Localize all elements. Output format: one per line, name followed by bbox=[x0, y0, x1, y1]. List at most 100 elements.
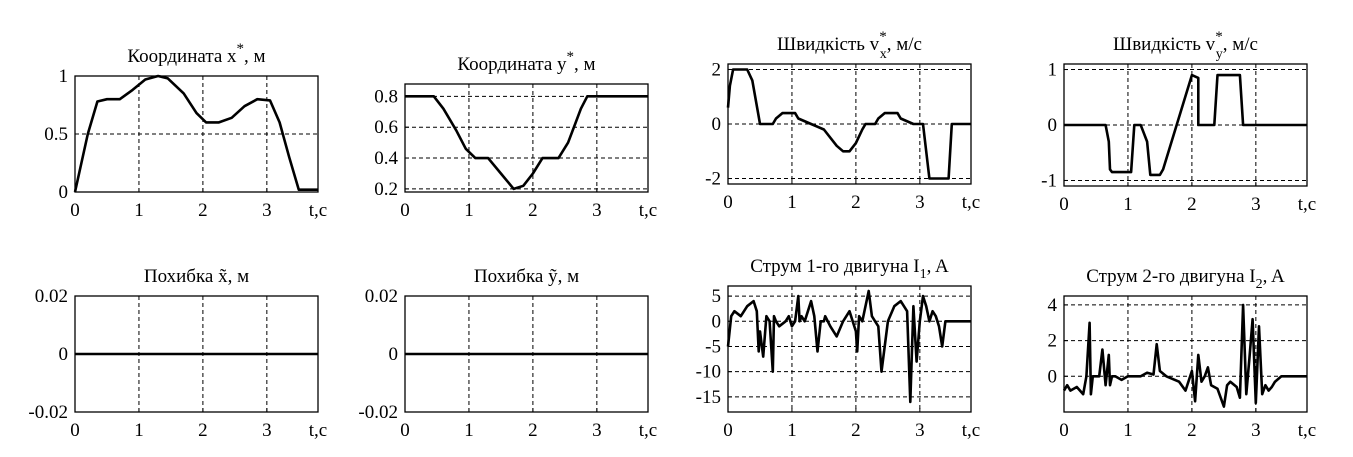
x-tick-label: 0 bbox=[1059, 194, 1069, 215]
x-tick-label: 2 bbox=[1187, 420, 1197, 441]
x-tick-label: 1 bbox=[464, 200, 474, 221]
title-subscript: y bbox=[1216, 47, 1223, 62]
x-tick-label: 2 bbox=[528, 200, 538, 221]
title-tail: , м bbox=[244, 46, 266, 67]
x-tick-label: 1 bbox=[134, 200, 144, 221]
plot-frame bbox=[404, 83, 649, 193]
y-tick-label: 0.8 bbox=[374, 86, 398, 107]
chart-title: Похибка ỹ, м bbox=[474, 266, 579, 287]
x-tick-label: 3 bbox=[915, 420, 925, 441]
series-line bbox=[1062, 303, 1307, 408]
x-tick-label: 1 bbox=[1123, 194, 1133, 215]
title-main: Похибка x̃, м bbox=[144, 266, 249, 287]
y-tick-label: -0.02 bbox=[28, 402, 68, 423]
subplot-1: 0 1 2 3 t,c 0 0.5 1 Координата x*, м bbox=[44, 41, 327, 221]
y-tick-label: -2 bbox=[705, 169, 721, 190]
title-tail: , A bbox=[1263, 266, 1285, 287]
x-axis-unit: t,c bbox=[309, 420, 327, 441]
y-tick-label: 0.02 bbox=[365, 286, 398, 307]
series-line bbox=[73, 74, 318, 193]
title-subscript: 2 bbox=[1256, 277, 1263, 292]
y-tick-label: 0.2 bbox=[374, 179, 398, 200]
x-axis-unit: t,c bbox=[309, 200, 327, 221]
x-tick-label: 2 bbox=[851, 192, 861, 213]
plot-frame bbox=[1063, 295, 1308, 413]
y-tick-label: 1 bbox=[1048, 60, 1058, 81]
y-tick-label: 0 bbox=[712, 114, 722, 135]
title-main: Швидкість v bbox=[777, 34, 880, 55]
series-line bbox=[405, 95, 648, 191]
title-main: Струм 1-го двигуна I bbox=[750, 256, 919, 277]
y-tick-label: 4 bbox=[1048, 295, 1058, 316]
x-tick-label: 0 bbox=[400, 200, 410, 221]
title-tail: , м/с bbox=[1223, 34, 1258, 55]
y-tick-label: -10 bbox=[696, 362, 721, 383]
y-tick-label: 0 bbox=[59, 344, 69, 365]
title-main: Струм 2-го двигуна I bbox=[1086, 266, 1255, 287]
chart-title: Швидкість v* y, м/с bbox=[1113, 29, 1258, 62]
x-tick-label: 2 bbox=[851, 420, 861, 441]
series-line bbox=[726, 68, 971, 180]
y-tick-label: 0 bbox=[389, 344, 399, 365]
title-superscript: * bbox=[237, 41, 245, 57]
chart-title: Струм 2-го двигуна I2, A bbox=[1086, 266, 1285, 292]
y-tick-label: 0.6 bbox=[374, 117, 398, 138]
x-tick-label: 2 bbox=[528, 420, 538, 441]
chart-title: Координата x*, м bbox=[127, 41, 265, 67]
y-tick-label: -0.02 bbox=[358, 402, 398, 423]
title-subscript: 1 bbox=[920, 267, 927, 282]
x-tick-label: 3 bbox=[592, 420, 602, 441]
x-axis-unit: t,c bbox=[1298, 420, 1316, 441]
x-axis-unit: t,c bbox=[962, 420, 980, 441]
title-tail: , A bbox=[927, 256, 949, 277]
x-tick-label: 0 bbox=[70, 420, 80, 441]
x-tick-label: 1 bbox=[787, 420, 797, 441]
y-tick-label: -15 bbox=[696, 387, 721, 408]
y-tick-label: 0 bbox=[1048, 115, 1058, 136]
x-tick-label: 3 bbox=[1251, 420, 1261, 441]
x-tick-label: 3 bbox=[915, 192, 925, 213]
x-tick-label: 3 bbox=[262, 200, 272, 221]
x-tick-label: 1 bbox=[1123, 420, 1133, 441]
x-tick-label: 0 bbox=[723, 192, 733, 213]
title-main: Координата x bbox=[127, 46, 237, 67]
x-tick-label: 3 bbox=[592, 200, 602, 221]
x-axis-unit: t,c bbox=[962, 192, 980, 213]
y-tick-label: 0.5 bbox=[44, 124, 68, 145]
y-tick-label: -1 bbox=[1041, 170, 1057, 191]
x-tick-label: 1 bbox=[464, 420, 474, 441]
plot-frame bbox=[727, 285, 972, 413]
chart-title: Похибка x̃, м bbox=[144, 266, 249, 287]
subplot-2: 0 1 2 3 t,c 0.2 0.4 0.6 0.8 Координата y*, м bbox=[374, 49, 657, 221]
title-superscript: * bbox=[879, 29, 887, 45]
y-tick-label: 5 bbox=[712, 286, 722, 307]
x-tick-label: 1 bbox=[787, 192, 797, 213]
x-tick-label: 2 bbox=[198, 200, 208, 221]
title-subscript: x bbox=[880, 47, 887, 62]
x-axis-unit: t,c bbox=[639, 420, 657, 441]
y-tick-label: 2 bbox=[712, 59, 722, 80]
y-tick-label: 1 bbox=[59, 66, 69, 87]
x-tick-label: 3 bbox=[262, 420, 272, 441]
x-tick-label: 1 bbox=[134, 420, 144, 441]
title-main: Швидкість v bbox=[1113, 34, 1216, 55]
x-tick-label: 0 bbox=[70, 200, 80, 221]
y-tick-label: 0.02 bbox=[35, 286, 68, 307]
title-main: Похибка ỹ, м bbox=[474, 266, 579, 287]
x-tick-label: 0 bbox=[723, 420, 733, 441]
y-tick-label: 0 bbox=[59, 182, 69, 203]
x-tick-label: 0 bbox=[400, 420, 410, 441]
y-tick-label: 2 bbox=[1048, 331, 1058, 352]
title-tail: , м bbox=[574, 54, 596, 75]
y-tick-label: 0 bbox=[712, 311, 722, 332]
x-tick-label: 3 bbox=[1251, 194, 1261, 215]
chart-title: Струм 1-го двигуна I1, A bbox=[750, 256, 949, 282]
x-axis-unit: t,c bbox=[639, 200, 657, 221]
y-tick-label: 0.4 bbox=[374, 148, 398, 169]
